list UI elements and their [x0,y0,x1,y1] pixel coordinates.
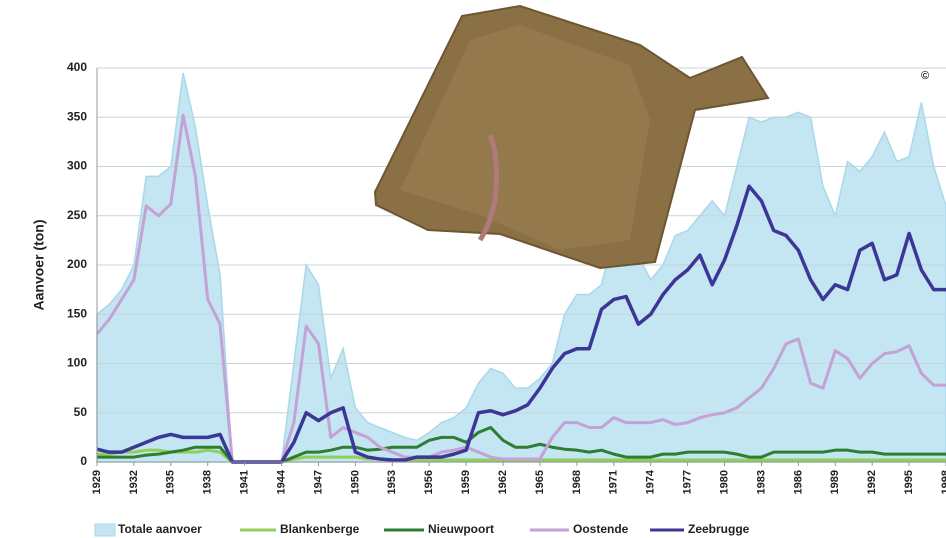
y-tick-label: 150 [67,306,87,320]
legend-label: Zeebrugge [688,522,750,536]
y-tick-label: 400 [67,60,87,74]
fish-image [373,4,770,270]
y-tick-label: 350 [67,109,87,123]
y-axis-label: Aanvoer (ton) [31,220,47,311]
x-tick-label: 1947 [312,470,324,494]
legend-label: Nieuwpoort [428,522,494,536]
y-tick-label: 300 [67,159,87,173]
x-tick-label: 1956 [423,470,435,494]
x-tick-label: 1962 [497,470,509,494]
x-tick-label: 1932 [128,470,140,494]
x-tick-label: 1974 [645,469,657,494]
x-tick-label: 1965 [534,470,546,494]
x-tick-label: 1944 [275,469,287,494]
legend-label: Totale aanvoer [118,522,202,536]
x-tick-label: 1941 [239,470,251,494]
x-tick-label: 1959 [460,470,472,494]
y-tick-label: 250 [67,208,87,222]
copyright: © [921,70,929,82]
legend-label: Oostende [573,522,629,536]
x-tick-label: 1983 [755,470,767,494]
x-tick-label: 1968 [571,470,583,494]
legend-swatch [94,523,116,537]
x-tick-label: 1938 [202,470,214,494]
x-tick-label: 1953 [386,470,398,494]
x-tick-label: 1929 [91,470,103,494]
x-tick-label: 1950 [349,470,361,494]
x-tick-label: 1935 [165,470,177,494]
y-tick-label: 100 [67,356,87,370]
x-tick-label: 1992 [866,470,878,494]
x-tick-label: 1989 [829,470,841,494]
plot: 0 50 100 150 200 250 300 350 400 1929 1932 1935 1938… [67,60,946,494]
x-tick-label: 1980 [718,470,730,494]
y-tick-label: 50 [74,405,88,419]
x-tick-label: 1986 [792,470,804,494]
x-tick-label: 1995 [903,470,915,494]
x-tick-label: 1998 [940,470,946,494]
y-tick-label: 200 [67,257,87,271]
y-tick-label: 0 [80,454,87,468]
legend-label: Blankenberge [280,522,360,536]
x-tick-label: 1971 [608,470,620,494]
x-tick-label: 1977 [682,470,694,494]
